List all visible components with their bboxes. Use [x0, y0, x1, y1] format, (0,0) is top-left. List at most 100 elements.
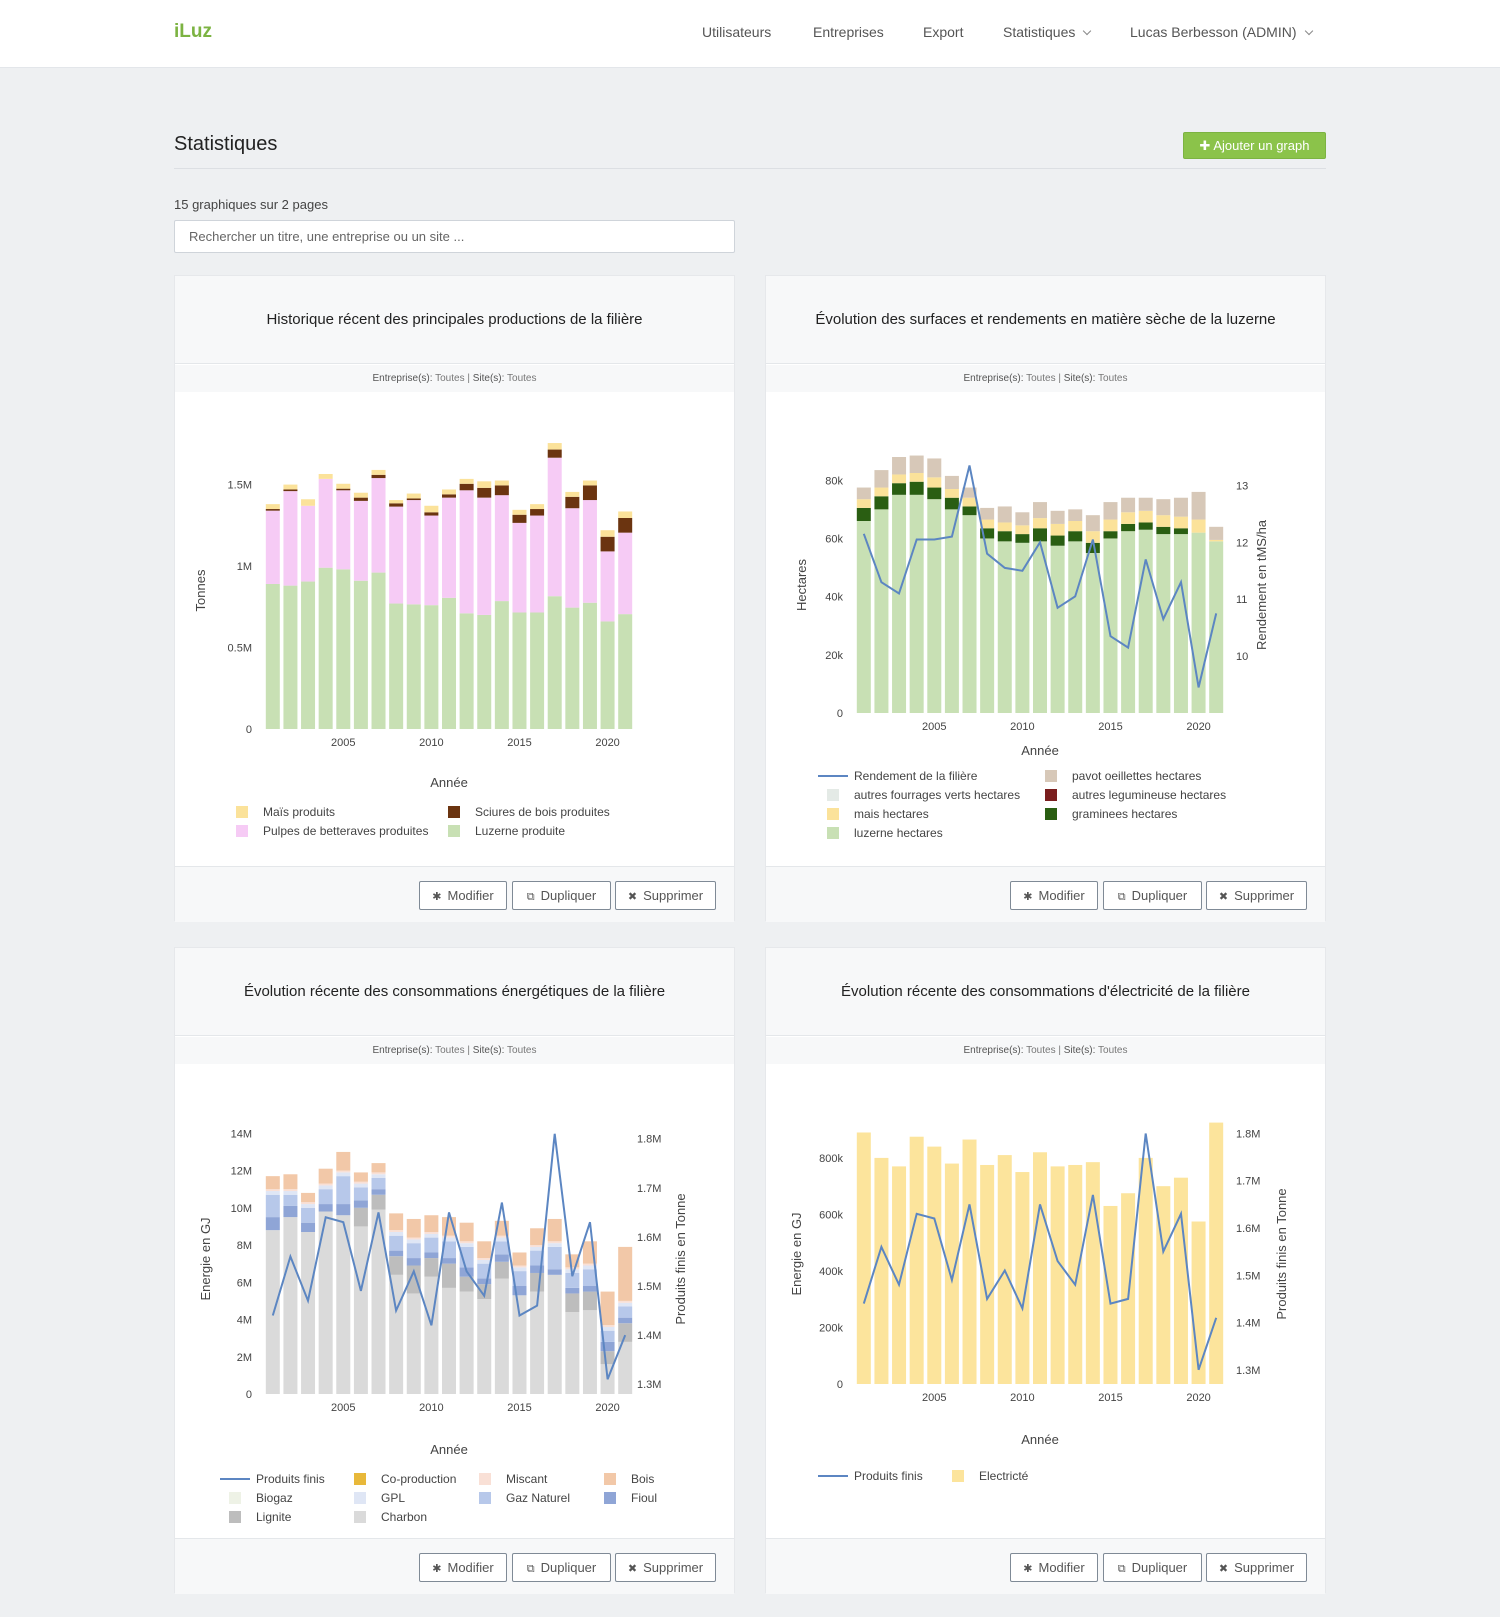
bar-segment	[283, 1189, 298, 1192]
y2-axis-label: Produits finis en Tonne	[1274, 1188, 1289, 1319]
y2-tick-label: 10	[1236, 651, 1248, 663]
bar-segment	[494, 480, 509, 486]
graph-card: Évolution des surfaces et rendements en …	[765, 275, 1327, 922]
bar-segment	[1068, 1164, 1083, 1384]
y2-tick-label: 1.6M	[1236, 1223, 1260, 1235]
bar-segment	[406, 604, 421, 729]
bar-segment	[600, 1351, 615, 1365]
bar-segment	[371, 478, 386, 573]
bar-segment	[477, 1258, 492, 1260]
bar-segment	[371, 474, 386, 479]
delete-button[interactable]: ✖ Supprimer	[615, 881, 716, 910]
legend-label: Bois	[631, 1472, 654, 1486]
bar-segment	[1121, 497, 1136, 513]
bar-segment	[336, 1215, 351, 1394]
bar-segment	[283, 489, 298, 492]
bar-segment	[565, 496, 580, 509]
bar-segment	[424, 1237, 439, 1253]
add-graph-button[interactable]: ✚ Ajouter un graph	[1183, 132, 1326, 159]
bar-segment	[1085, 553, 1100, 713]
delete-button[interactable]: ✖ Supprimer	[615, 1553, 716, 1582]
bar-segment	[1156, 534, 1171, 713]
nav-users[interactable]: Utilisateurs	[702, 24, 772, 40]
bar-segment	[459, 1276, 474, 1292]
nav-statistics[interactable]: Statistiques	[1003, 24, 1092, 40]
bar-segment	[618, 1246, 633, 1301]
legend-label: graminees hectares	[1072, 807, 1177, 821]
bar-segment	[477, 1259, 492, 1264]
bar-segment	[442, 489, 456, 495]
bar-segment	[406, 1243, 421, 1259]
graph-card: Évolution récente des consommations éner…	[174, 947, 736, 1594]
bar-segment	[530, 1291, 545, 1394]
filter-site-value: Toutes	[507, 373, 537, 384]
legend-label: autres fourrages verts hectares	[854, 788, 1020, 802]
delete-button[interactable]: ✖ Supprimer	[1206, 1553, 1307, 1582]
modify-button[interactable]: ✱ Modifier	[1010, 881, 1098, 910]
x-tick-label: 2020	[1186, 1392, 1210, 1404]
nav-companies[interactable]: Entreprises	[813, 24, 884, 40]
graph-count: 15 graphiques sur 2 pages	[174, 197, 328, 212]
bar-segment	[980, 538, 995, 713]
bar-segment	[600, 551, 615, 622]
bar-segment	[909, 1136, 924, 1384]
modify-button[interactable]: ✱ Modifier	[1010, 1553, 1098, 1582]
bar-segment	[618, 1302, 633, 1307]
brand-logo[interactable]: iLuz	[174, 21, 212, 42]
legend-swatch	[1045, 808, 1057, 820]
nav-export[interactable]: Export	[923, 24, 964, 40]
bar-segment	[600, 1326, 615, 1331]
delete-button[interactable]: ✖ Supprimer	[1206, 881, 1307, 910]
y2-tick-label: 1.8M	[637, 1134, 661, 1146]
bar-segment	[618, 1341, 633, 1394]
bar-segment	[477, 497, 492, 615]
bar-segment	[565, 607, 580, 729]
bar-segment	[336, 1204, 351, 1216]
copy-icon: ⧉	[526, 891, 535, 903]
bar-segment	[353, 1172, 368, 1182]
duplicate-button[interactable]: ⧉ Dupliquer	[512, 1553, 611, 1582]
bar-segment	[265, 1189, 280, 1192]
legend-swatch	[229, 1492, 241, 1504]
duplicate-button[interactable]: ⧉ Dupliquer	[1103, 881, 1202, 910]
graph-card: Évolution récente des consommations d'él…	[765, 947, 1326, 1594]
bar-segment	[582, 1265, 597, 1270]
bar-segment	[547, 596, 562, 729]
bar-segment	[618, 1323, 633, 1342]
bar-segment	[512, 514, 527, 523]
bar-segment	[547, 449, 562, 458]
chart-area: 0 2M 4M 6M 8M 10M 12M 14M 2005 2010 2015 2020 Année E…	[175, 1064, 736, 1524]
y-tick-label: 400k	[819, 1266, 843, 1278]
filter-company-label: Entreprise(s):	[963, 373, 1024, 384]
bar-segment	[389, 503, 404, 507]
x-tick-label: 2015	[1098, 721, 1122, 733]
bar-segment	[1103, 502, 1118, 520]
modify-button[interactable]: ✱ Modifier	[419, 1553, 507, 1582]
bar-segment	[856, 487, 871, 500]
bar-segment	[512, 612, 527, 729]
bar-segment	[1156, 1186, 1171, 1384]
y-tick-label: 800k	[819, 1153, 843, 1165]
bar-segment	[1015, 1172, 1030, 1384]
nav-user-menu[interactable]: Lucas Berbesson (ADMIN)	[1130, 24, 1313, 40]
bar-segment	[582, 1269, 597, 1286]
bar-segment	[618, 511, 633, 518]
bar-segment	[406, 493, 421, 499]
y2-tick-label: 1.3M	[637, 1379, 661, 1391]
bar-segment	[318, 1185, 333, 1190]
modify-button[interactable]: ✱ Modifier	[419, 881, 507, 910]
duplicate-button[interactable]: ⧉ Dupliquer	[1103, 1553, 1202, 1582]
bar-segment	[892, 483, 907, 495]
filter-site-value: Toutes	[1098, 373, 1128, 384]
close-icon: ✖	[627, 891, 638, 903]
legend-label: Fioul	[631, 1491, 657, 1505]
bar-segment	[1103, 538, 1118, 713]
bar-segment	[1121, 1193, 1136, 1384]
bar-segment	[336, 483, 351, 489]
bar-segment	[944, 489, 959, 498]
filter-company-value: Toutes	[1026, 373, 1056, 384]
chart-area: 0 20k 40k 60k 80k 2005 2010 2015 2020 Année Hectar…	[766, 392, 1327, 852]
search-input[interactable]	[174, 220, 735, 253]
bar-segment	[389, 1235, 404, 1251]
duplicate-button[interactable]: ⧉ Dupliquer	[512, 881, 611, 910]
